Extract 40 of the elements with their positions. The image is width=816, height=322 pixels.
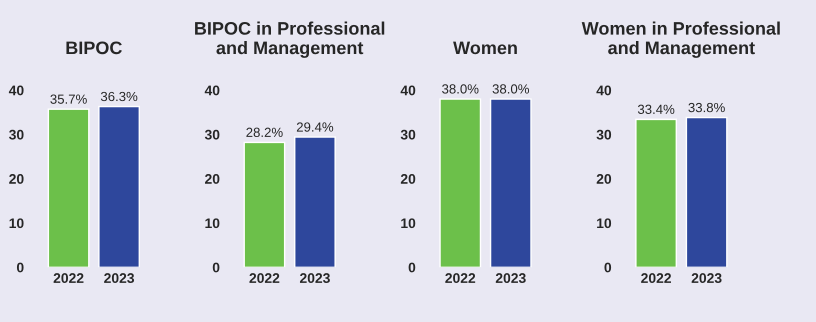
chart-title: Women in Professional and Management bbox=[582, 22, 780, 58]
y-tick-label: 0 bbox=[16, 262, 24, 272]
y-tick-label: 40 bbox=[596, 85, 612, 96]
data-label: 38.0% bbox=[442, 84, 478, 94]
x-tick-label: 2022 bbox=[54, 273, 84, 284]
y-tick-label: 10 bbox=[401, 218, 416, 228]
x-tick-label: 2023 bbox=[496, 273, 526, 284]
x-tick-label: 2023 bbox=[300, 273, 330, 284]
y-tick-label: 20 bbox=[9, 174, 24, 184]
y-tick-label: 0 bbox=[408, 262, 416, 272]
x-tick-label: 2022 bbox=[445, 273, 476, 284]
x-tick-label: 2022 bbox=[249, 273, 280, 284]
y-tick-label: 20 bbox=[596, 174, 612, 184]
data-label: 33.8% bbox=[688, 102, 725, 112]
y-tick-label: 30 bbox=[204, 130, 220, 140]
data-label: 36.3% bbox=[100, 92, 138, 102]
x-tick-label: 2023 bbox=[692, 273, 722, 284]
y-tick-label: 20 bbox=[400, 174, 416, 184]
y-tick-label: 10 bbox=[205, 218, 220, 228]
y-tick-label: 40 bbox=[400, 85, 416, 96]
chart-title: BIPOC in Professional and Management bbox=[195, 22, 384, 58]
data-label: 35.7% bbox=[50, 94, 87, 104]
y-tick-label: 40 bbox=[8, 85, 24, 96]
y-tick-label: 10 bbox=[597, 218, 612, 228]
data-label: 28.2% bbox=[246, 128, 283, 138]
y-tick-label: 10 bbox=[10, 218, 24, 228]
y-tick-label: 0 bbox=[212, 262, 220, 272]
y-tick-label: 0 bbox=[604, 262, 612, 272]
data-label: 33.4% bbox=[638, 104, 674, 114]
chart-title: BIPOC bbox=[66, 41, 122, 54]
y-tick-label: 30 bbox=[400, 130, 416, 140]
x-tick-label: 2022 bbox=[641, 273, 671, 284]
data-label: 38.0% bbox=[492, 84, 530, 94]
chart-title: Women bbox=[453, 42, 517, 54]
y-tick-label: 20 bbox=[205, 174, 220, 184]
y-tick-label: 30 bbox=[596, 130, 612, 140]
y-tick-label: 40 bbox=[204, 85, 220, 96]
x-tick-label: 2023 bbox=[104, 273, 134, 284]
data-label: 29.4% bbox=[296, 122, 334, 132]
y-tick-label: 30 bbox=[9, 130, 24, 140]
